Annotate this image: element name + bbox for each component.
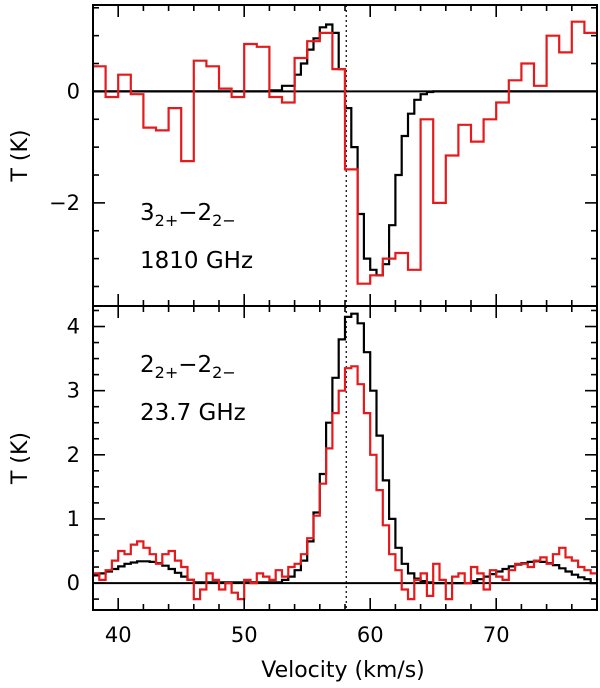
top-transition-label: 32+−22− [140,200,236,230]
bottom-y-axis-label: T (K) [8,432,33,485]
top-transition-k-subscript: 2− [212,211,236,230]
top-transition-j-subscript: 2+ [155,211,179,230]
bottom-spectra-series [93,306,597,610]
top-transition-k: 2 [198,200,213,226]
bottom-transition-dash: − [178,352,197,378]
x-tick-label: 40 [105,623,132,647]
top-panel-axes: −2 0 [49,4,598,307]
bottom-y-tick-label: 3 [67,379,80,403]
top-transition-dash: − [178,200,197,226]
top-y-tick-label: −2 [49,191,80,215]
bottom-transition-k: 2 [198,352,213,378]
x-tick-label: 60 [357,623,384,647]
top-y-axis-label: T (K) [8,129,33,182]
bottom-frequency-label: 23.7 GHz [140,400,246,426]
bottom-red-spectrum [93,365,597,601]
bottom-y-tick-label: 2 [67,443,80,467]
top-panel: −20 T (K) 32+−22− 1810 GHz [8,4,598,307]
top-red-spectrum [93,20,597,285]
bottom-y-tick-label: 1 [67,507,80,531]
bottom-y-tick-label: 4 [67,315,80,339]
top-spectra-series [93,5,597,306]
bottom-transition-k-subscript: 2− [212,363,236,382]
bottom-transition-label: 22+−22− [140,352,236,382]
bottom-panel-axes: 40 50 60 70 0 1 2 3 4 [67,305,598,647]
x-axis-label: Velocity (km/s) [261,658,425,683]
bottom-transition-j-subscript: 2+ [155,363,179,382]
bottom-transition-j: 2 [140,352,155,378]
x-tick-label: 70 [483,623,510,647]
top-frequency-label: 1810 GHz [140,248,253,274]
top-transition-j: 3 [140,200,155,226]
top-y-tick-label: 0 [67,79,80,103]
x-tick-label: 50 [231,623,258,647]
bottom-black-spectrum [93,312,597,585]
bottom-y-tick-label: 0 [67,571,80,595]
